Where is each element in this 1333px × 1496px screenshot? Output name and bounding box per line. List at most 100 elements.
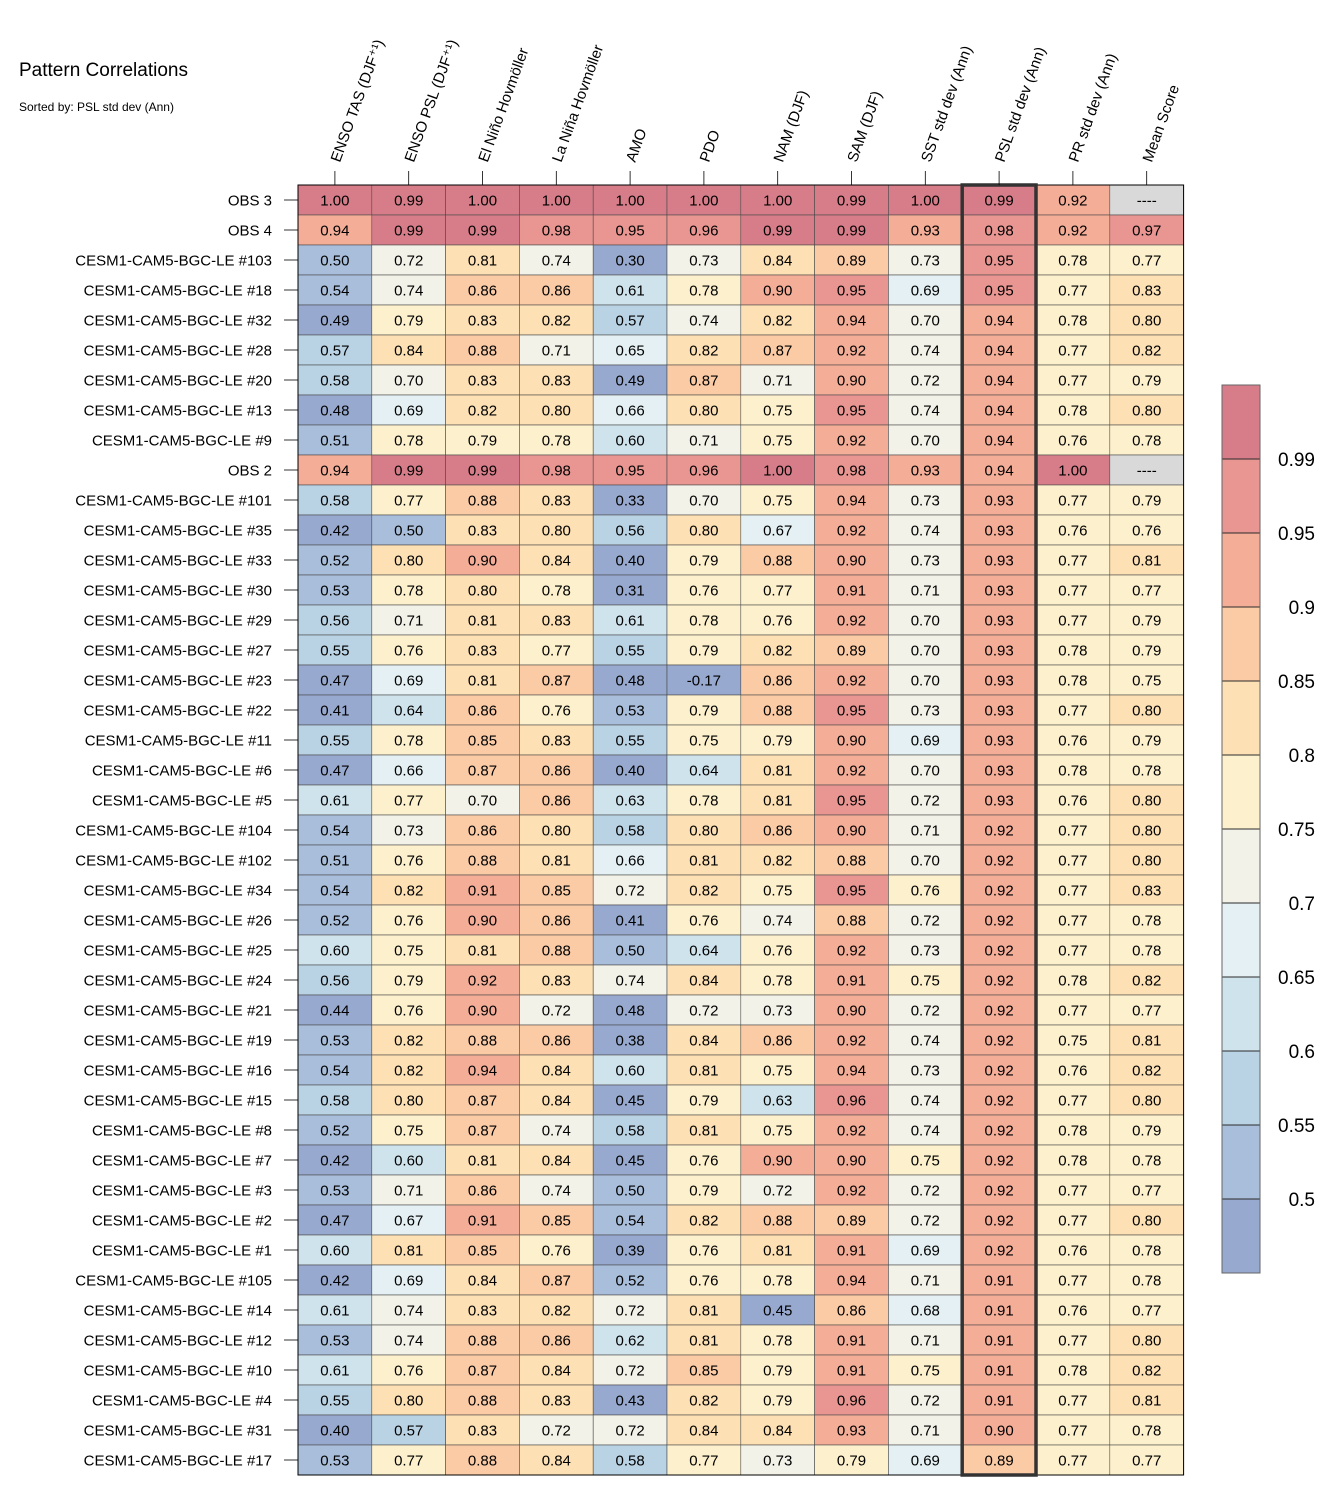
heatmap-cell [1109,1174,1184,1206]
heatmap-cell [371,1174,446,1206]
cell-value: 0.75 [763,493,792,510]
cell-value: 0.91 [837,973,866,990]
cell-value: 0.81 [1132,1393,1161,1410]
heatmap-cell [519,634,594,666]
cell-value: 0.77 [1058,1213,1087,1230]
cell-value: 0.88 [468,1393,497,1410]
cell-value: 0.81 [394,1243,423,1260]
cell-value: 0.60 [615,433,644,450]
cell-value: 0.77 [689,1453,718,1470]
cell-value: 0.84 [394,343,423,360]
heatmap-cell [666,544,742,576]
heatmap-cell [888,754,963,786]
heatmap-cell [814,1234,889,1266]
cell-value: 0.96 [689,223,718,240]
cell-value: 0.88 [763,1213,792,1230]
heatmap-cell [592,994,668,1026]
heatmap-cell [666,694,742,726]
cell-value: 0.77 [1058,1423,1087,1440]
heatmap-cell [961,964,1037,996]
heatmap-cell [519,574,594,606]
heatmap-cell [666,334,742,366]
cell-value: 0.50 [615,943,644,960]
cell-value: 0.67 [763,523,792,540]
cell-value: 0.87 [763,343,792,360]
cell-value: 0.97 [1132,223,1161,240]
cell-value: 0.78 [763,1273,792,1290]
heatmap-cell [297,994,373,1026]
cell-value: 0.66 [394,763,423,780]
cell-value: 0.81 [468,613,497,630]
heatmap-cell [961,754,1037,786]
cell-value: 0.76 [1058,1243,1087,1260]
cell-value: 0.72 [394,253,423,270]
chart-title: Pattern Correlations [19,60,188,81]
cell-value: 0.73 [763,1003,792,1020]
cell-value: 0.92 [984,1153,1013,1170]
cell-value: 0.79 [689,643,718,660]
heatmap-cell [592,934,668,966]
heatmap-cell [445,184,520,216]
cell-value: 0.92 [1058,193,1087,210]
cell-value: 0.79 [1132,613,1161,630]
heatmap-cell [814,814,889,846]
heatmap-cell [519,1414,594,1446]
cell-value: 0.74 [394,1333,423,1350]
heatmap-cell [888,424,963,456]
heatmap-cell [740,454,815,486]
heatmap-cell [888,724,963,756]
heatmap-cell [592,1294,668,1326]
cell-value: 0.77 [394,493,423,510]
cell-value: 0.81 [468,943,497,960]
heatmap-cell [519,1264,594,1296]
cell-value: 0.71 [911,1333,940,1350]
heatmap-cell [1109,934,1184,966]
cell-value: 0.80 [1132,313,1161,330]
colorbar-tick-label: 0.7 [1289,894,1315,915]
heatmap-cell [445,1174,520,1206]
colorbar-tick-label: 0.6 [1289,1042,1315,1063]
heatmap-cell [519,1084,594,1116]
cell-value: 0.82 [763,643,792,660]
cell-value: 0.72 [615,1363,644,1380]
heatmap-cell [740,964,815,996]
cell-value: 0.86 [468,1183,497,1200]
heatmap-cell [297,964,373,996]
cell-value: 0.86 [468,283,497,300]
heatmap-cell [666,1054,742,1086]
cell-value: 0.92 [837,523,866,540]
cell-value: 0.70 [911,643,940,660]
heatmap-cell [592,694,668,726]
heatmap-cell [814,904,889,936]
cell-value: 0.79 [468,433,497,450]
heatmap-cell [445,454,520,486]
cell-value: 0.78 [1058,313,1087,330]
cell-value: 0.99 [394,463,423,480]
cell-value: 0.76 [1058,523,1087,540]
cell-value: 0.69 [911,733,940,750]
cell-value: 0.74 [911,343,940,360]
cell-value: 0.74 [394,283,423,300]
cell-value: 0.82 [542,313,571,330]
heatmap-cell [888,784,963,816]
cell-value: 0.76 [689,1153,718,1170]
row-label: CESM1-CAM5-BGC-LE #28 [84,343,272,360]
cell-value: 0.83 [1132,883,1161,900]
heatmap-cell [592,844,668,876]
heatmap-cell [297,754,373,786]
heatmap-cell [740,1294,815,1326]
cell-value: 0.78 [689,793,718,810]
heatmap-cell [1109,814,1184,846]
cell-value: 0.86 [468,823,497,840]
cell-value: 0.76 [689,1243,718,1260]
cell-value: 0.80 [1132,793,1161,810]
heatmap-cell [961,394,1037,426]
cell-value: 0.56 [320,613,349,630]
column-label: PDO [697,128,724,164]
heatmap-cell [1035,1024,1111,1056]
heatmap-cell [371,1084,446,1116]
cell-value: 0.65 [615,343,644,360]
heatmap-cell [519,904,594,936]
heatmap-cell [592,1114,668,1146]
colorbar-tick-label: 0.9 [1289,598,1315,619]
